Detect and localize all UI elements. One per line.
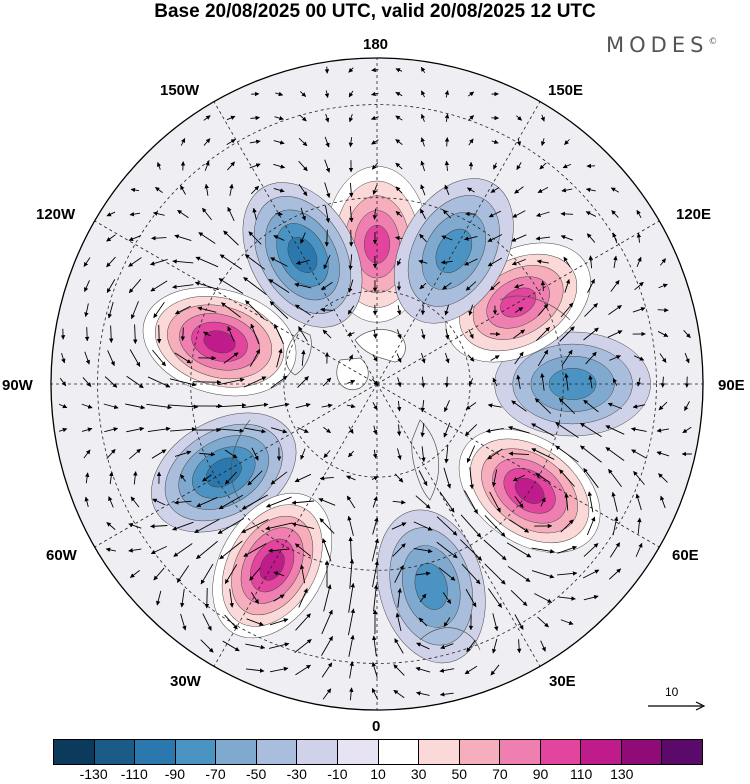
colorbar-swatch bbox=[379, 740, 420, 764]
colorbar-swatch bbox=[419, 740, 460, 764]
reference-vector-arrow bbox=[646, 684, 708, 714]
lon-label-60w: 60W bbox=[46, 547, 77, 565]
colorbar-tick-label: -110 bbox=[121, 766, 148, 782]
colorbar-swatch bbox=[581, 740, 622, 764]
colorbar-tick-label: 30 bbox=[411, 766, 427, 782]
lon-label-90w: 90W bbox=[2, 377, 33, 395]
lon-label-30w: 30W bbox=[170, 673, 201, 691]
colorbar-tick-label: -10 bbox=[327, 766, 347, 782]
lon-label-0: 0 bbox=[372, 718, 380, 736]
colorbar-tick-label: 110 bbox=[570, 766, 592, 782]
colorbar-tick-label: -130 bbox=[80, 766, 108, 782]
lon-label-30e: 30E bbox=[549, 673, 576, 691]
colorbar-swatch bbox=[216, 740, 257, 764]
lon-label-60e: 60E bbox=[672, 547, 699, 565]
colorbar-swatch bbox=[622, 740, 663, 764]
lon-label-120e: 120E bbox=[676, 206, 711, 224]
colorbar-swatch bbox=[460, 740, 501, 764]
colorbar-tick-label: -70 bbox=[205, 766, 225, 782]
colorbar bbox=[53, 739, 703, 765]
colorbar-swatch bbox=[500, 740, 541, 764]
lon-label-150w: 150W bbox=[160, 82, 199, 100]
lon-label-90e: 90E bbox=[718, 377, 745, 395]
colorbar-ticks: -130 -110 -90 -70 -50 -30 -10 10 30 50 70 90 110 130 bbox=[53, 766, 703, 784]
colorbar-swatch bbox=[95, 740, 136, 764]
colorbar-tick-label: 90 bbox=[533, 766, 549, 782]
colorbar-swatch bbox=[541, 740, 582, 764]
colorbar-swatch bbox=[297, 740, 338, 764]
lon-label-120w: 120W bbox=[36, 206, 75, 224]
colorbar-swatch bbox=[54, 740, 95, 764]
colorbar-tick-label: 50 bbox=[451, 766, 467, 782]
colorbar-swatch bbox=[338, 740, 379, 764]
colorbar-tick-label: -30 bbox=[287, 766, 307, 782]
colorbar-swatch bbox=[176, 740, 217, 764]
colorbar-tick-label: -50 bbox=[246, 766, 266, 782]
colorbar-swatch bbox=[135, 740, 176, 764]
colorbar-tick-label: 130 bbox=[610, 766, 633, 782]
lon-label-180: 180 bbox=[363, 36, 388, 54]
colorbar-tick-label: -90 bbox=[165, 766, 185, 782]
colorbar-tick-label: 70 bbox=[492, 766, 508, 782]
colorbar-swatch bbox=[257, 740, 298, 764]
colorbar-swatch bbox=[662, 740, 702, 764]
colorbar-tick-label: 10 bbox=[370, 766, 386, 782]
lon-label-150e: 150E bbox=[548, 82, 583, 100]
